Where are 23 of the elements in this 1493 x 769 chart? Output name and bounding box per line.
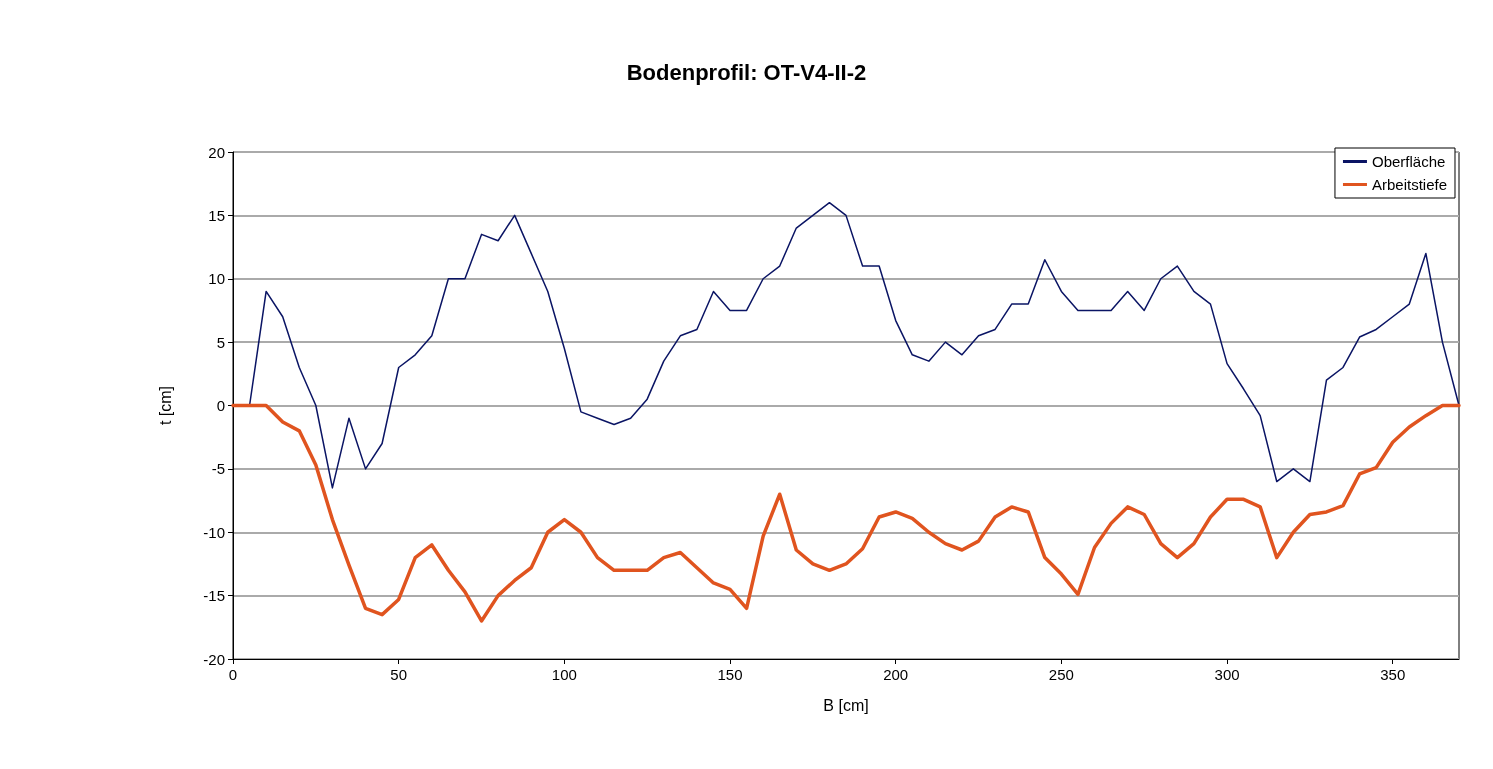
- chart-title: Bodenprofil: OT-V4-II-2: [626, 59, 867, 85]
- y-tick-label: -5: [211, 460, 225, 478]
- y-tick-label: 15: [208, 206, 225, 224]
- legend-label: Oberfläche: [1371, 153, 1446, 170]
- x-tick-label: 50: [390, 666, 408, 683]
- y-tick-label: 0: [216, 397, 225, 414]
- y-tick-label: 10: [208, 270, 225, 288]
- x-tick-label: 100: [551, 666, 577, 683]
- y-tick-label: 5: [216, 333, 225, 351]
- y-tick-label: -20: [203, 650, 225, 668]
- x-tick-label: 350: [1380, 666, 1406, 683]
- x-tick-label: 150: [717, 666, 743, 683]
- legend-label: Arbeitstiefe: [1371, 176, 1448, 193]
- x-tick-label: 200: [883, 666, 909, 683]
- x-tick-label: 300: [1214, 666, 1240, 683]
- x-tick-label: 0: [228, 666, 238, 683]
- line-series: [231, 403, 1461, 623]
- x-tick-label: 250: [1048, 666, 1074, 683]
- x-axis-title: B [cm]: [823, 696, 869, 714]
- y-tick-label: 20: [208, 143, 225, 161]
- y-tick-label: -15: [203, 587, 225, 605]
- y-tick-label: -10: [203, 523, 225, 541]
- y-axis-title: t [cm]: [156, 385, 174, 426]
